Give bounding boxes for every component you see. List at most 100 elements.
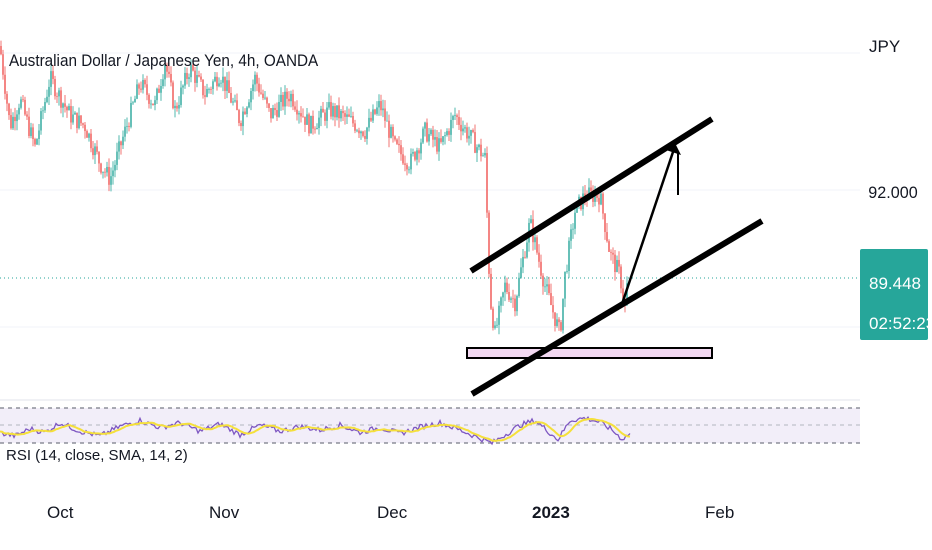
candle-body	[200, 76, 202, 80]
candle-body	[178, 104, 180, 109]
candle-body	[468, 135, 470, 139]
candle-body	[372, 109, 374, 121]
candle-body	[162, 79, 164, 87]
candle-body	[538, 252, 540, 262]
candle-body	[350, 116, 352, 117]
candle-body	[322, 108, 324, 113]
candle-body	[94, 146, 96, 156]
candle-body	[348, 114, 350, 117]
candle-body	[604, 213, 606, 233]
candle-body	[186, 72, 188, 79]
candle-body	[114, 164, 116, 171]
candle-body	[444, 135, 446, 137]
candle-body	[480, 144, 482, 157]
candle-body	[402, 154, 404, 164]
candle-body	[86, 131, 88, 138]
candle-body	[38, 130, 40, 140]
candle-body	[214, 76, 216, 82]
candle-body	[476, 147, 478, 153]
rsi-label: RSI (14, close, SMA, 14, 2)	[6, 447, 188, 464]
candle-body	[442, 136, 444, 142]
candle-body	[46, 96, 48, 103]
candle-body	[478, 144, 480, 148]
candle-body	[14, 116, 16, 122]
candle-body	[254, 74, 256, 85]
candle-body	[502, 292, 504, 298]
candle-body	[230, 92, 232, 103]
candle-body	[138, 84, 140, 89]
candle-body	[210, 89, 212, 90]
candle-body	[170, 73, 172, 83]
candle-body	[512, 298, 514, 300]
candle-body	[208, 89, 210, 90]
candle-body	[266, 97, 268, 104]
target-arrow[interactable]	[620, 143, 681, 305]
candle-body	[530, 219, 532, 223]
candle-body	[240, 123, 242, 127]
candle-body	[374, 109, 376, 114]
candle-body	[196, 75, 198, 83]
candle-body	[426, 122, 428, 142]
candle-body	[104, 171, 106, 173]
candle-body	[294, 106, 296, 110]
candle-body	[392, 126, 394, 137]
candle-body	[516, 296, 518, 312]
candle-body	[390, 126, 392, 138]
chart-title: Australian Dollar / Japanese Yen, 4h, OA…	[9, 51, 318, 70]
candle-body	[482, 155, 484, 157]
candle-body	[182, 85, 184, 88]
candle-body	[74, 112, 76, 115]
candle-body	[494, 325, 496, 328]
lower-channel[interactable]	[470, 218, 764, 397]
candle-body	[568, 240, 570, 271]
candle-body	[250, 91, 252, 103]
x-tick-label: 2023	[532, 503, 570, 522]
candle-body	[536, 237, 538, 253]
candle-body	[542, 275, 544, 287]
candle-body	[274, 107, 276, 111]
candle-body	[408, 169, 410, 171]
candle-body	[620, 266, 622, 289]
candle-body	[58, 90, 60, 97]
x-tick-label: Nov	[209, 503, 240, 522]
candle-body	[446, 131, 448, 136]
candle-body	[306, 114, 308, 125]
candle-body	[204, 95, 206, 97]
candle-body	[302, 116, 304, 118]
candle-body	[500, 297, 502, 306]
candle-body	[430, 129, 432, 135]
candle-body	[504, 282, 506, 293]
candle-body	[194, 70, 196, 83]
candle-body	[52, 71, 54, 79]
candle-body	[336, 105, 338, 118]
candle-body	[28, 116, 30, 136]
candle-body	[508, 292, 510, 300]
upper-channel[interactable]	[469, 116, 714, 274]
last-price-badge: 89.448 02:52:23	[860, 249, 932, 340]
candle-body	[386, 120, 388, 122]
candle-body	[160, 86, 162, 93]
candle-body	[332, 106, 334, 117]
support-zone[interactable]	[466, 347, 713, 359]
candle-body	[564, 271, 566, 299]
candle-body	[318, 117, 320, 129]
candle-body	[470, 130, 472, 136]
candle-body	[560, 322, 562, 331]
candle-body	[216, 76, 218, 87]
candle-body	[144, 79, 146, 85]
candle-body	[498, 305, 500, 325]
y-tick-label: 92.000	[868, 183, 917, 202]
candle-body	[232, 101, 234, 103]
candle-body	[610, 251, 612, 253]
candle-body	[368, 117, 370, 128]
x-tick-label: Dec	[377, 503, 408, 522]
candle-body	[316, 128, 318, 130]
candle-body	[432, 129, 434, 140]
candle-body	[456, 115, 458, 117]
candle-body	[150, 103, 152, 105]
candle-body	[338, 105, 340, 119]
candle-body	[10, 115, 12, 129]
candle-body	[20, 99, 22, 108]
candle-body	[72, 114, 74, 123]
